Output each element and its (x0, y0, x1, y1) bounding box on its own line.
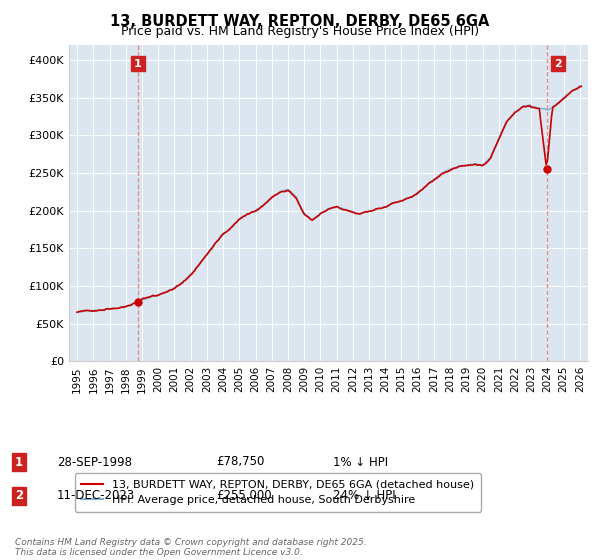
Text: Contains HM Land Registry data © Crown copyright and database right 2025.
This d: Contains HM Land Registry data © Crown c… (15, 538, 367, 557)
Text: 24% ↓ HPI: 24% ↓ HPI (333, 489, 395, 502)
Text: 28-SEP-1998: 28-SEP-1998 (57, 455, 132, 469)
Text: 2: 2 (554, 59, 562, 69)
Text: £78,750: £78,750 (216, 455, 265, 469)
Text: 2: 2 (15, 489, 23, 502)
Text: £255,000: £255,000 (216, 489, 272, 502)
Legend: 13, BURDETT WAY, REPTON, DERBY, DE65 6GA (detached house), HPI: Average price, d: 13, BURDETT WAY, REPTON, DERBY, DE65 6GA… (74, 473, 481, 512)
Text: 1: 1 (134, 59, 142, 69)
Text: Price paid vs. HM Land Registry's House Price Index (HPI): Price paid vs. HM Land Registry's House … (121, 25, 479, 38)
Text: 13, BURDETT WAY, REPTON, DERBY, DE65 6GA: 13, BURDETT WAY, REPTON, DERBY, DE65 6GA (110, 14, 490, 29)
Text: 11-DEC-2023: 11-DEC-2023 (57, 489, 135, 502)
Text: 1: 1 (15, 455, 23, 469)
Text: 1% ↓ HPI: 1% ↓ HPI (333, 455, 388, 469)
